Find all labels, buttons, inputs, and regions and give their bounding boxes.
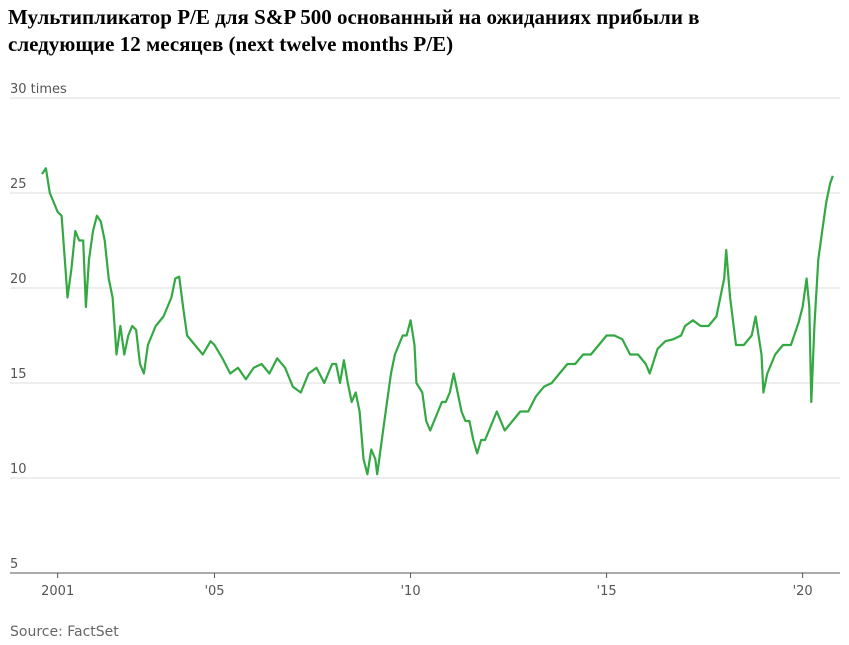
- x-tick-label: '15: [597, 584, 617, 599]
- y-tick-label: 15: [10, 367, 27, 382]
- source: Source: FactSet: [10, 624, 119, 640]
- x-tick-label: '20: [793, 584, 813, 599]
- x-tick-label: '10: [400, 584, 420, 599]
- y-tick-label: 30 times: [10, 82, 67, 97]
- chart-title: Мультипликатор P/E для S&P 500 основанны…: [8, 5, 700, 56]
- y-tick-label: 20: [10, 272, 27, 287]
- x-tick-label: 2001: [41, 584, 74, 599]
- y-tick-label: 25: [10, 177, 27, 192]
- x-tick-label: '05: [204, 584, 224, 599]
- y-tick-label: 5: [10, 557, 18, 572]
- series-line: [41, 167, 834, 476]
- y-tick-label: 10: [10, 462, 27, 477]
